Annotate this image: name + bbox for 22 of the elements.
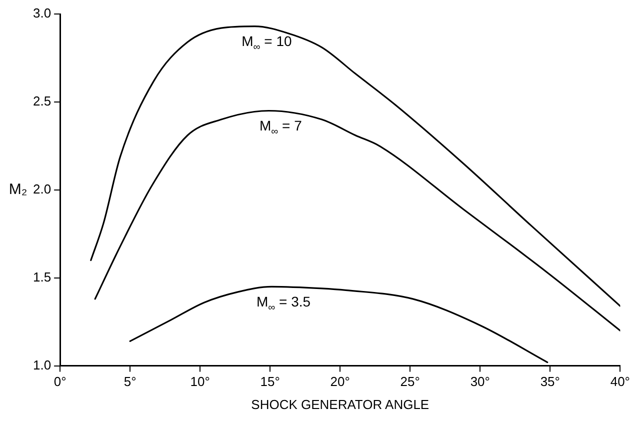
x-tick-label: 35°: [540, 374, 560, 390]
x-tick-label: 40°: [610, 374, 630, 390]
line-series: [90, 26, 620, 307]
x-tick-label: 15°: [260, 374, 280, 390]
y-tick-label: 1.5: [32, 269, 52, 284]
y-tick-label: 1.0: [32, 357, 52, 372]
x-tick-label: 5°: [124, 374, 136, 390]
y-axis-title: M₂: [8, 181, 28, 198]
series-label: M∞ = 10: [242, 33, 292, 53]
x-tick-label: 10°: [190, 374, 210, 390]
x-axis-title: SHOCK GENERATOR ANGLE: [251, 396, 430, 412]
x-tick-label: 0°: [54, 374, 66, 390]
x-tick-label: 25°: [400, 374, 420, 390]
line-series: [129, 286, 548, 364]
y-tick-label: 3.0: [32, 6, 52, 21]
line-series: [94, 110, 620, 332]
x-tick-label: 30°: [470, 374, 490, 390]
series-label: M∞ = 3.5: [256, 294, 311, 314]
y-tick-label: 2.0: [32, 181, 52, 196]
x-tick-label: 20°: [330, 374, 350, 390]
series-label: M∞ = 7: [260, 118, 302, 138]
y-tick-label: 2.5: [32, 94, 52, 109]
